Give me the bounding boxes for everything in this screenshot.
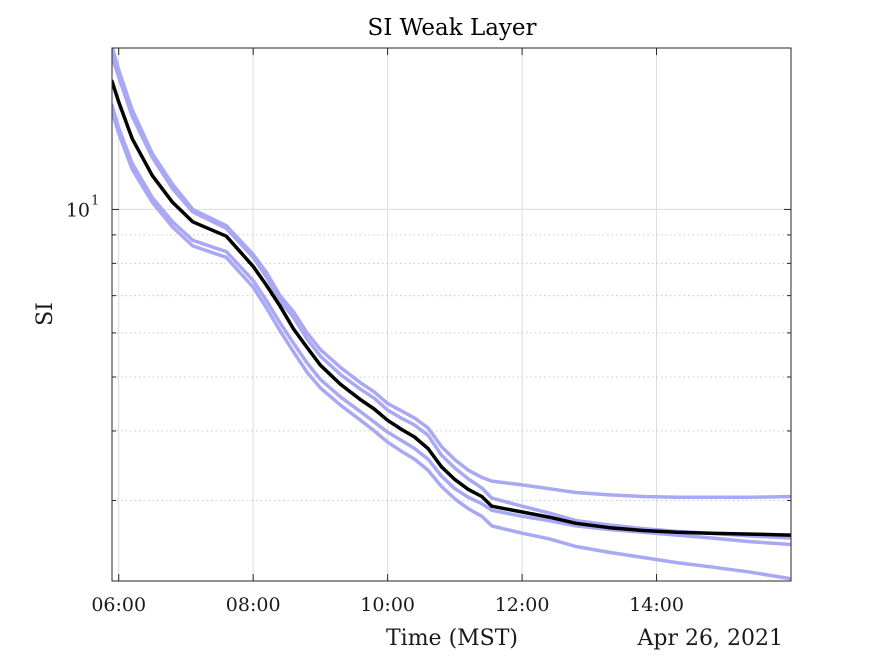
x-tick-label: 10:00 — [360, 594, 415, 616]
series-line-ensemble — [112, 55, 791, 540]
series-line-ensemble — [112, 103, 791, 547]
x-tick-label: 06:00 — [91, 594, 146, 616]
series-line-ensemble — [112, 48, 791, 500]
series-line-ensemble — [112, 109, 791, 581]
axes-background — [112, 48, 791, 581]
x-tick-label: 08:00 — [226, 594, 281, 616]
axes-box — [111, 47, 792, 582]
chart-title: SI Weak Layer — [367, 15, 536, 41]
tick-labels: 06:00 08:00 10:00 12:00 14:00 10 1 — [66, 193, 684, 616]
x-tick-label: 12:00 — [495, 594, 550, 616]
axes-frame — [111, 47, 792, 582]
series-line-mean — [112, 79, 791, 537]
plot-area — [111, 47, 792, 582]
y-tick-label: 10 — [66, 199, 90, 221]
series-layer — [112, 48, 791, 581]
tick-marks — [112, 48, 791, 581]
y-tick-label-exponent: 1 — [91, 193, 99, 208]
date-label: Apr 26, 2021 — [637, 626, 783, 651]
x-axis-label: Time (MST) — [386, 626, 518, 651]
y-axis-label: SI — [33, 302, 58, 326]
x-tick-label: 14:00 — [629, 594, 684, 616]
